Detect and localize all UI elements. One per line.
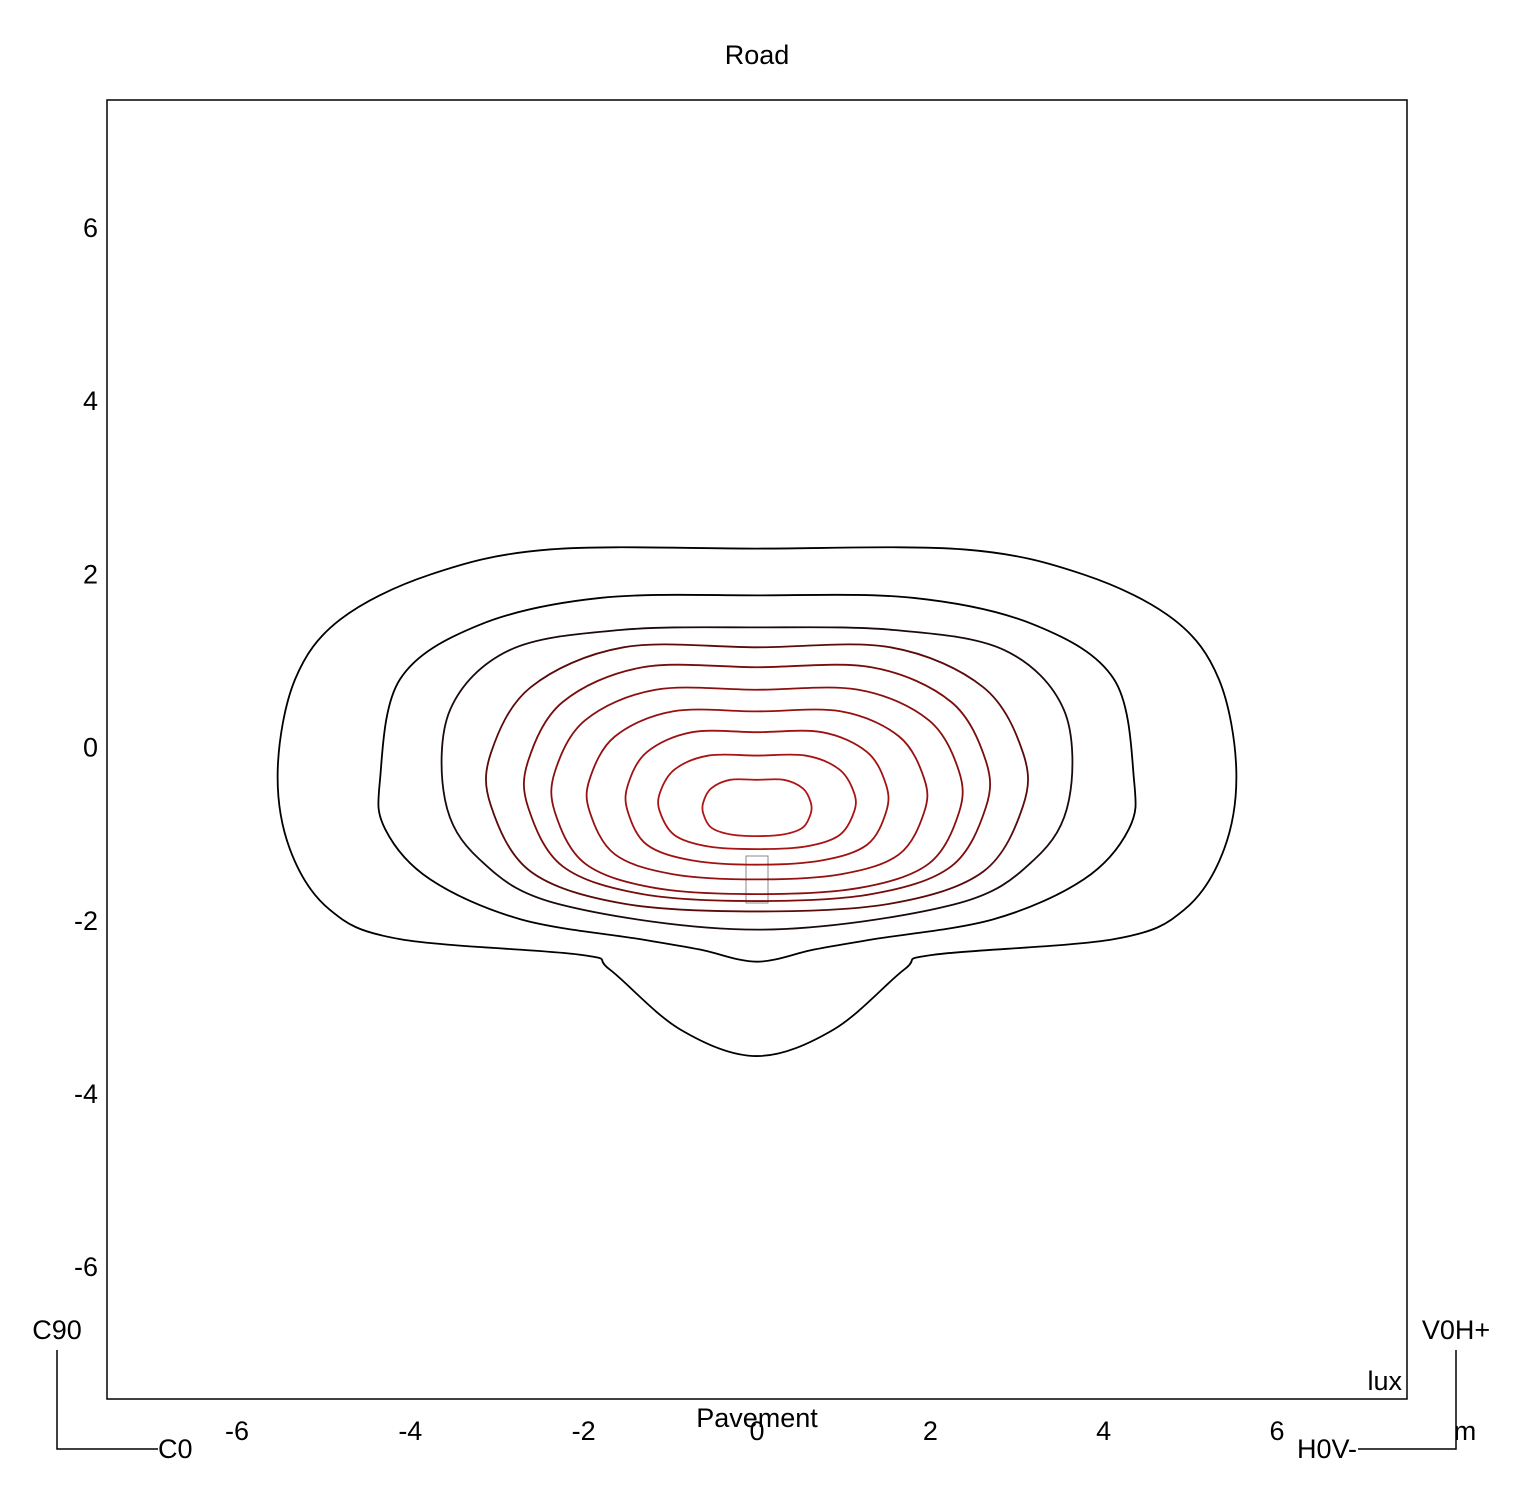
orientation-right [1358,1350,1457,1450]
orientation-label: V0H+ [1422,1315,1490,1345]
orientation-label: C0 [158,1434,193,1464]
x-tick-label: 6 [1269,1416,1284,1446]
x-tick-label: 0 [749,1416,764,1446]
orientation-label: H0V- [1297,1434,1357,1464]
orientation-label: m [1454,1416,1477,1446]
x-tick-label: 4 [1096,1416,1111,1446]
chart-title: Road [725,40,790,70]
unit-label: lux [1367,1366,1402,1396]
y-tick-label: 4 [83,386,98,416]
isolux-line [440,626,1074,931]
orientation-left [56,1350,158,1450]
orientation-label: C90 [32,1315,82,1345]
x-tick-label: -2 [572,1416,596,1446]
y-tick-label: 0 [83,733,98,763]
isolux-line [701,778,813,838]
isolux-line [485,643,1029,913]
y-tick-label: 6 [83,213,98,243]
y-tick-label: -4 [74,1079,98,1109]
isolux-line [276,546,1238,1057]
isolux-line [585,708,929,881]
isolux-line [624,729,890,866]
isolux-line [522,663,992,902]
x-tick-label: -6 [225,1416,249,1446]
x-tick-label: -4 [398,1416,422,1446]
x-tick-label: 2 [923,1416,938,1446]
x-axis-label: Pavement [696,1403,818,1433]
y-tick-label: -6 [74,1252,98,1282]
y-tick-label: -2 [74,906,98,936]
y-tick-label: 2 [83,559,98,589]
plot-frame [106,99,1408,1400]
isolux-line [550,686,964,896]
isolux-line [657,753,857,850]
isolux-line [377,593,1137,963]
